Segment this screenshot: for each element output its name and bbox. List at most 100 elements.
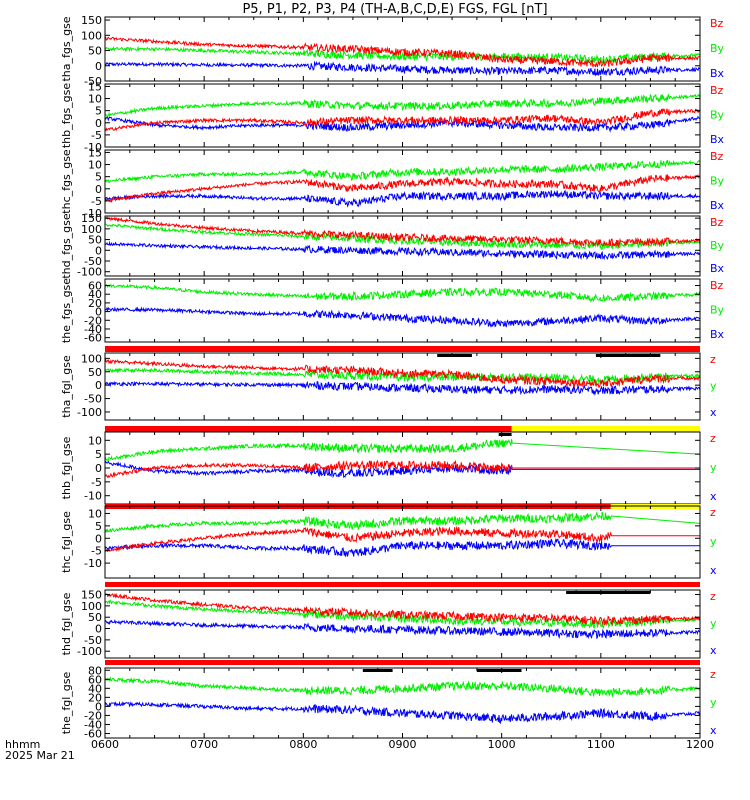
series-y-line [104,45,701,65]
y-tick-label: -20 [84,314,102,327]
y-tick-label: -100 [77,645,102,658]
y-tick-label: 150 [81,14,102,27]
x-axis-label-unit: hhmm [5,738,40,751]
y-tick-label: 5 [95,171,102,184]
y-tick-label: 15 [88,80,102,93]
series-x-line [104,306,701,328]
y-tick-label: -20 [84,709,102,722]
panel-frame [104,667,701,739]
status-bar-segment [105,582,700,587]
y-tick-label: -50 [84,393,102,406]
legend-y: y [710,535,717,548]
y-tick-label: -60 [84,727,102,740]
series-y-line [104,439,701,462]
x-axis: 0600 0700 0800 0900 1000 1100 1200 [91,738,714,751]
y-tick-label: 0 [95,244,102,257]
legend-z: z [710,506,716,519]
legend-by: By [710,109,725,122]
status-bar-segment [105,426,512,432]
legend-by: By [710,239,725,252]
legend-z: z [710,353,716,366]
legend-y: y [710,461,717,474]
legend-bx: Bx [710,199,725,212]
series-x-line [104,618,701,640]
y-tick-label: 0 [95,623,102,636]
y-tick-label: 5 [95,520,102,533]
legend-bz: Bz [710,17,724,30]
series-x-line [104,115,701,133]
series-z-line [104,36,701,68]
y-tick-label: 0 [95,117,102,130]
legend-x: x [710,644,717,657]
y-tick-label: -50 [84,255,102,268]
series-x-line [104,189,701,208]
y-tick-label: 150 [81,212,102,225]
y-tick-label: -5 [91,545,102,558]
y-axis-label: thb_fgs_gse [60,83,73,149]
series-x-line [104,700,701,725]
chart-title: P5, P1, P2, P3, P4 (TH-A,B,C,D,E) FGS, F… [242,2,547,17]
y-axis-label: thd_fgs_gse [60,213,73,279]
y-tick-label: 50 [88,45,102,58]
y-axis-label: tha_fgl_gse [60,355,73,418]
y-tick-label: -100 [77,406,102,419]
series-y-line [104,283,701,303]
series-x-line [104,537,700,557]
y-tick-label: -50 [84,75,102,88]
series-x-line [104,60,701,77]
status-bar-segment [105,346,700,352]
series-z-line [104,592,701,627]
y-axis-label: thd_fgl_gse [60,592,73,655]
x-tick-label: 0800 [289,738,317,751]
y-tick-label: 10 [88,507,102,520]
panel-frame [104,83,701,148]
y-tick-label: 50 [88,234,102,247]
y-tick-label: 50 [88,366,102,379]
legend-bz: Bz [710,279,724,292]
y-tick-label: 5 [95,448,102,461]
data-gap-mark [437,354,472,357]
data-gap-mark [498,433,512,436]
legend-x: x [710,564,717,577]
legend-by: By [710,175,725,188]
data-gap-mark [566,591,651,594]
y-tick-label: -10 [84,141,102,154]
y-tick-label: 0 [95,60,102,73]
x-tick-label: 1000 [488,738,516,751]
y-tick-label: 0 [95,183,102,196]
y-tick-label: -10 [84,557,102,570]
y-tick-label: 40 [88,288,102,301]
y-tick-label: 10 [88,159,102,172]
series-y-line [104,223,701,250]
legend-z: z [710,668,716,681]
legend-x: x [710,724,717,737]
panel-tha_fgs_gse: 150 100 50 0 -50 tha_fgs_gse Bz By Bx [60,14,725,88]
y-tick-label: 0 [95,532,102,545]
y-tick-label: -5 [91,195,102,208]
legend-bx: Bx [710,262,725,275]
series-x-line [104,460,700,479]
y-tick-label: -60 [84,332,102,345]
y-axis-label: thb_fgl_gse [60,436,73,499]
y-tick-label: -40 [84,718,102,731]
y-axis-label: the_fgl_gse [60,672,73,735]
legend-bz: Bz [710,150,724,163]
series-x-line [104,240,701,261]
series-y-line [104,93,701,118]
y-axis-label: thc_fgs_gse [60,149,73,214]
x-tick-label: 0700 [190,738,218,751]
y-axis-label: thc_fgl_gse [60,511,73,573]
series-z-line [104,216,701,248]
y-tick-label: -5 [91,129,102,142]
legend-z: z [710,590,716,603]
series-z-line [105,108,701,132]
x-tick-label: 1100 [587,738,615,751]
series-y-line [104,599,701,630]
y-tick-label: -10 [84,490,102,503]
y-tick-label: 0 [95,462,102,475]
